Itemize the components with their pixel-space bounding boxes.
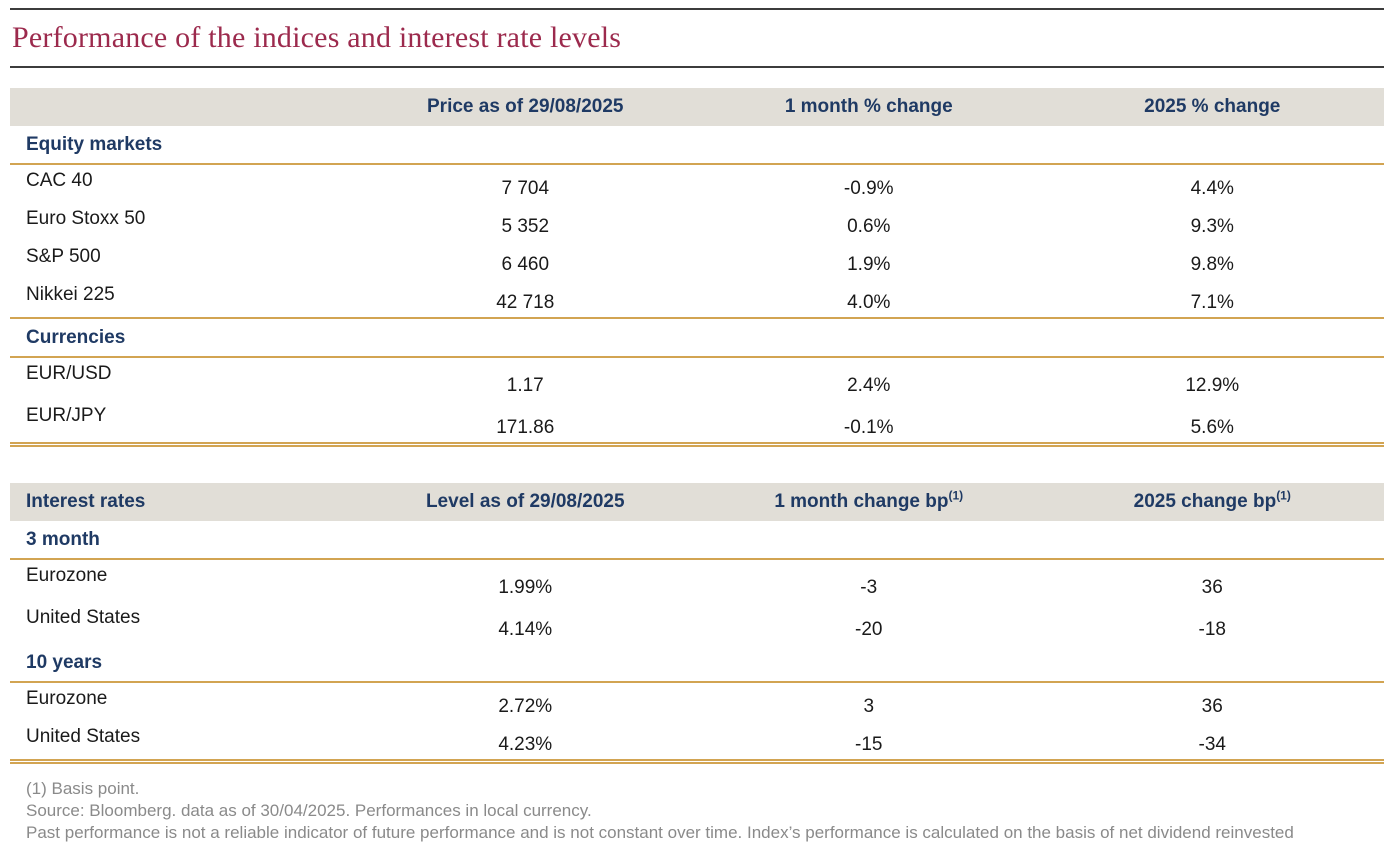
table-spacer (10, 447, 1384, 483)
row-value-1month: 2.4% (847, 375, 891, 396)
rates-table-header: Interest rates Level as of 29/08/2025 1 … (10, 483, 1384, 521)
row-value-2025: 36 (1201, 577, 1223, 598)
row-value-price: 5 352 (501, 216, 550, 237)
row-value-1month: 0.6% (847, 216, 891, 237)
footnote-basis-point: (1) Basis point. (26, 779, 140, 798)
row-label: Nikkei 225 (26, 284, 115, 305)
table-row-eurusd: EUR/USD 1.17 2.4% 12.9% (10, 358, 1384, 400)
row-value-price: 6 460 (501, 254, 550, 275)
row-label: S&P 500 (26, 246, 101, 267)
row-value-level: 4.14% (498, 619, 553, 640)
row-value-1month: 1.9% (847, 254, 891, 275)
row-value-level: 2.72% (498, 696, 553, 717)
table-row-us-10y: United States 4.23% -15 -34 (10, 721, 1384, 764)
row-value-price: 171.86 (496, 417, 555, 438)
row-label: CAC 40 (26, 170, 93, 191)
page-title: Performance of the indices and interest … (12, 21, 622, 54)
basis-point-superscript: (1) (948, 488, 964, 503)
row-value-2025: 9.3% (1190, 216, 1234, 237)
row-value-2025: -34 (1198, 734, 1226, 755)
table-row-eurozone-10y: Eurozone 2.72% 3 36 (10, 683, 1384, 721)
rates-header-1month-label: 1 month change bp (774, 491, 949, 512)
section-10-years: 10 years (10, 644, 1384, 683)
row-label: Eurozone (26, 565, 108, 586)
title-rule (10, 66, 1384, 68)
row-label: Eurozone (26, 688, 108, 709)
row-value-1month: -0.9% (843, 178, 894, 199)
table-row-nikkei: Nikkei 225 42 718 4.0% 7.1% (10, 279, 1384, 319)
basis-point-superscript: (1) (1276, 488, 1291, 503)
table-row-us-3m: United States 4.14% -20 -18 (10, 602, 1384, 644)
row-value-1month: 3 (863, 696, 875, 717)
row-value-1month: -3 (860, 577, 878, 598)
section-currencies: Currencies (10, 319, 1384, 358)
markets-table-header: Price as of 29/08/2025 1 month % change … (10, 88, 1384, 126)
row-label: EUR/USD (26, 363, 112, 384)
section-3-month: 3 month (10, 521, 1384, 560)
footnotes: (1) Basis point. Source: Bloomberg. data… (26, 778, 1384, 844)
row-value-2025: 12.9% (1185, 375, 1240, 396)
rates-header-1month: 1 month change bp(1) (697, 488, 1041, 513)
row-value-1month: -20 (855, 619, 883, 640)
row-value-price: 1.17 (506, 375, 544, 396)
markets-header-1month: 1 month % change (784, 96, 953, 117)
row-value-price: 7 704 (501, 178, 550, 199)
row-value-1month: -0.1% (843, 417, 894, 438)
table-row-eurozone-3m: Eurozone 1.99% -3 36 (10, 560, 1384, 602)
footnote-source: Source: Bloomberg. data as of 30/04/2025… (26, 801, 592, 820)
row-value-price: 42 718 (496, 292, 555, 313)
interest-rates-table: Interest rates Level as of 29/08/2025 1 … (10, 483, 1384, 764)
rates-header-title: Interest rates (26, 491, 146, 512)
rates-header-2025: 2025 change bp(1) (1041, 488, 1385, 513)
row-label: United States (26, 607, 141, 628)
row-value-2025: 5.6% (1190, 417, 1234, 438)
row-value-2025: -18 (1198, 619, 1226, 640)
row-value-2025: 4.4% (1190, 178, 1234, 199)
table-row-cac40: CAC 40 7 704 -0.9% 4.4% (10, 165, 1384, 203)
markets-table: Price as of 29/08/2025 1 month % change … (10, 88, 1384, 447)
row-value-2025: 9.8% (1190, 254, 1234, 275)
markets-header-2025: 2025 % change (1144, 96, 1281, 117)
row-value-1month: -15 (855, 734, 883, 755)
row-value-2025: 7.1% (1190, 292, 1234, 313)
markets-header-price: Price as of 29/08/2025 (427, 96, 624, 117)
row-label: United States (26, 726, 141, 747)
row-value-1month: 4.0% (847, 292, 891, 313)
rates-header-2025-label: 2025 change bp (1133, 491, 1277, 512)
row-value-level: 1.99% (498, 577, 553, 598)
footnote-disclaimer: Past performance is not a reliable indic… (26, 823, 1294, 842)
row-label: EUR/JPY (26, 405, 107, 426)
row-value-level: 4.23% (498, 734, 553, 755)
row-value-2025: 36 (1201, 696, 1223, 717)
top-rule (10, 8, 1384, 10)
rates-header-level: Level as of 29/08/2025 (425, 491, 625, 512)
row-label: Euro Stoxx 50 (26, 208, 146, 229)
section-equity-markets: Equity markets (10, 126, 1384, 165)
table-row-eurjpy: EUR/JPY 171.86 -0.1% 5.6% (10, 400, 1384, 447)
table-row-sp500: S&P 500 6 460 1.9% 9.8% (10, 241, 1384, 279)
table-row-eurostoxx: Euro Stoxx 50 5 352 0.6% 9.3% (10, 203, 1384, 241)
